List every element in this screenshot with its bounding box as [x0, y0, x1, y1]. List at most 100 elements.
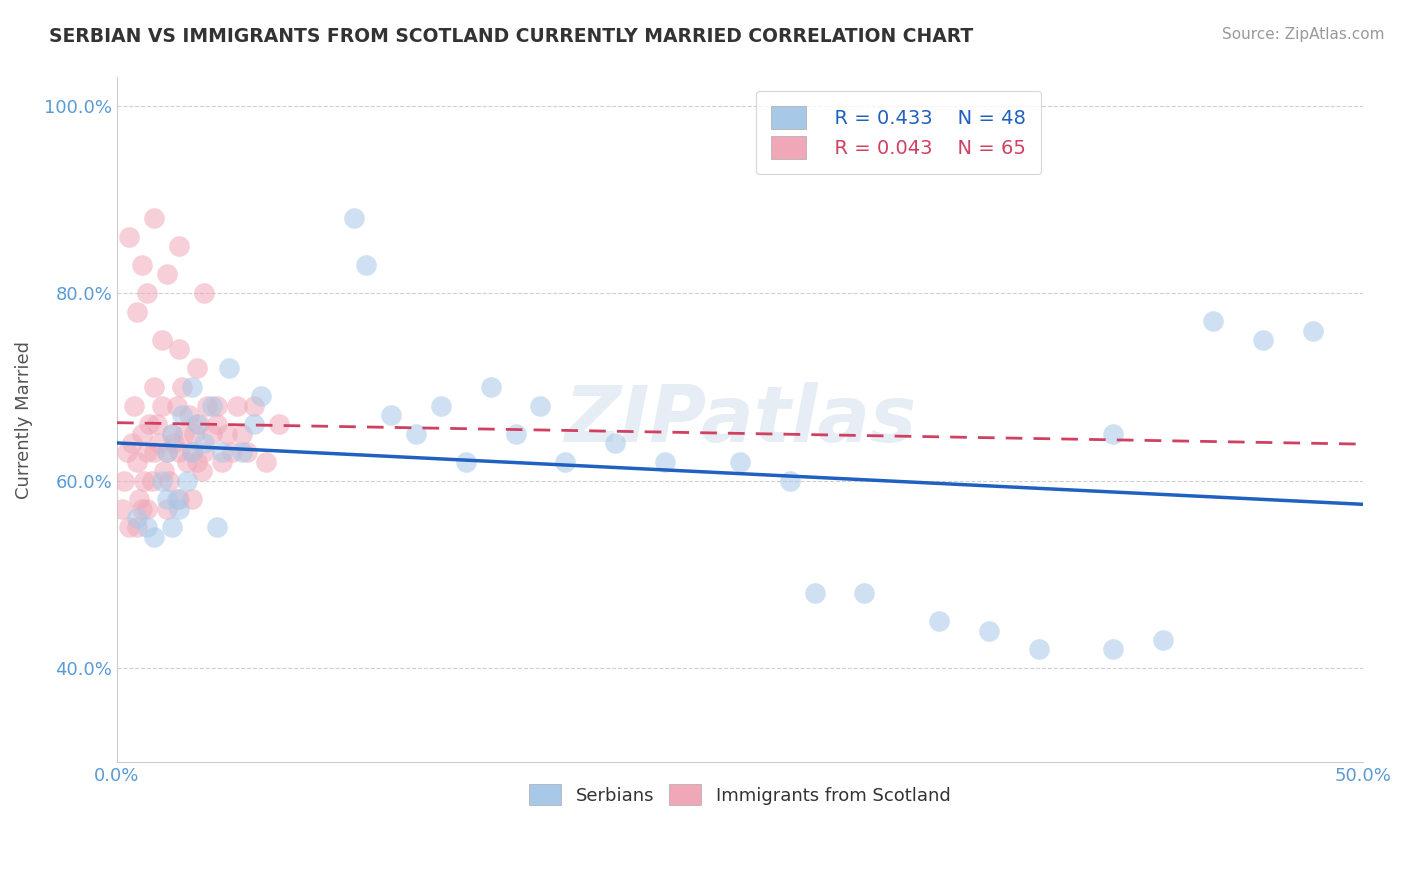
Point — [977, 624, 1000, 638]
Point — [150, 399, 173, 413]
Point — [405, 426, 427, 441]
Point — [529, 399, 551, 413]
Point — [134, 474, 156, 488]
Point — [125, 305, 148, 319]
Point — [205, 399, 228, 413]
Point — [430, 399, 453, 413]
Point — [135, 445, 157, 459]
Point — [138, 417, 160, 432]
Point — [114, 474, 136, 488]
Point — [125, 455, 148, 469]
Point — [156, 268, 179, 282]
Point — [211, 445, 233, 459]
Point — [1102, 426, 1125, 441]
Point — [125, 511, 148, 525]
Point — [160, 426, 183, 441]
Point — [211, 455, 233, 469]
Point — [1302, 324, 1324, 338]
Point — [267, 417, 290, 432]
Point — [157, 474, 180, 488]
Point — [605, 436, 627, 450]
Point — [803, 586, 825, 600]
Text: Source: ZipAtlas.com: Source: ZipAtlas.com — [1222, 27, 1385, 42]
Point — [1028, 642, 1050, 657]
Point — [131, 501, 153, 516]
Point — [131, 426, 153, 441]
Point — [166, 399, 188, 413]
Point — [180, 492, 202, 507]
Point — [218, 361, 240, 376]
Point — [131, 258, 153, 272]
Point — [654, 455, 676, 469]
Point — [121, 436, 143, 450]
Point — [179, 408, 201, 422]
Point — [195, 399, 218, 413]
Point — [201, 399, 224, 413]
Point — [156, 501, 179, 516]
Text: SERBIAN VS IMMIGRANTS FROM SCOTLAND CURRENTLY MARRIED CORRELATION CHART: SERBIAN VS IMMIGRANTS FROM SCOTLAND CURR… — [49, 27, 973, 45]
Text: ZIPatlas: ZIPatlas — [564, 382, 915, 458]
Point — [193, 445, 215, 459]
Point — [148, 436, 170, 450]
Point — [135, 286, 157, 301]
Point — [124, 399, 146, 413]
Point — [186, 417, 208, 432]
Point — [167, 492, 190, 507]
Point — [186, 361, 208, 376]
Legend: Serbians, Immigrants from Scotland: Serbians, Immigrants from Scotland — [520, 775, 959, 814]
Point — [250, 389, 273, 403]
Point — [146, 417, 169, 432]
Point — [150, 333, 173, 347]
Point — [150, 474, 173, 488]
Point — [505, 426, 527, 441]
Point — [1251, 333, 1274, 347]
Point — [256, 455, 278, 469]
Point — [167, 239, 190, 253]
Point — [115, 445, 138, 459]
Point — [928, 614, 950, 628]
Point — [160, 520, 183, 534]
Point — [1102, 642, 1125, 657]
Point — [201, 426, 224, 441]
Point — [186, 455, 208, 469]
Point — [125, 520, 148, 534]
Point — [1202, 314, 1225, 328]
Point — [554, 455, 576, 469]
Point — [380, 408, 402, 422]
Y-axis label: Currently Married: Currently Married — [15, 341, 32, 499]
Point — [141, 474, 163, 488]
Point — [143, 445, 166, 459]
Point — [118, 229, 141, 244]
Point — [180, 445, 202, 459]
Point — [243, 417, 266, 432]
Point — [111, 501, 134, 516]
Point — [205, 417, 228, 432]
Point — [205, 520, 228, 534]
Point — [343, 211, 366, 225]
Point — [143, 530, 166, 544]
Point — [170, 408, 193, 422]
Point — [163, 436, 186, 450]
Point — [135, 501, 157, 516]
Point — [231, 445, 253, 459]
Point — [221, 445, 243, 459]
Point — [235, 445, 257, 459]
Point — [193, 436, 215, 450]
Point — [176, 455, 198, 469]
Point — [190, 464, 212, 478]
Point — [135, 520, 157, 534]
Point — [143, 211, 166, 225]
Point — [215, 426, 238, 441]
Point — [225, 399, 247, 413]
Point — [479, 380, 502, 394]
Point — [167, 501, 190, 516]
Point — [143, 380, 166, 394]
Point — [354, 258, 377, 272]
Point — [153, 464, 176, 478]
Point — [156, 445, 179, 459]
Point — [193, 286, 215, 301]
Point — [156, 445, 179, 459]
Point — [167, 343, 190, 357]
Point — [454, 455, 477, 469]
Point — [1152, 632, 1174, 647]
